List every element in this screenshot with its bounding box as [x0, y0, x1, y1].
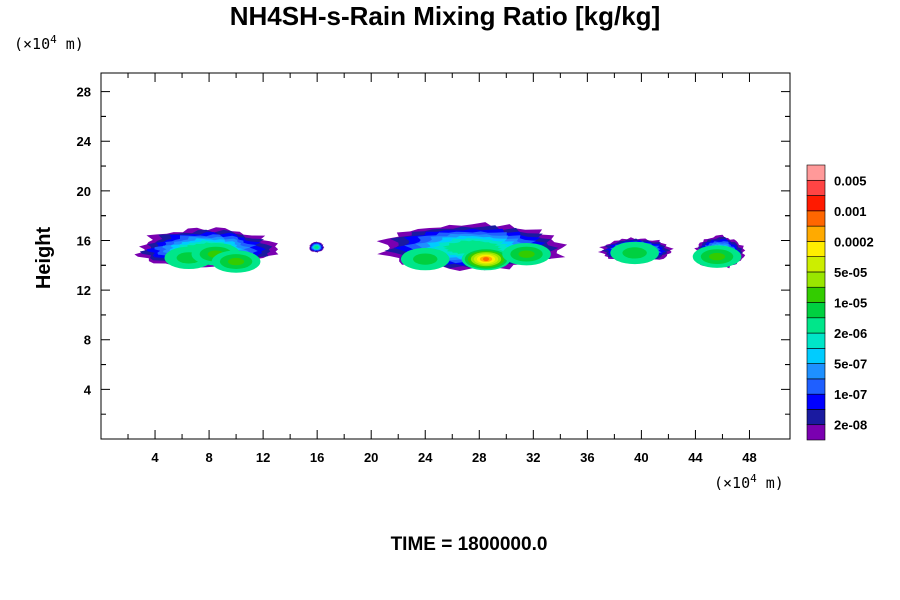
x-unit-exp: 4: [750, 472, 757, 485]
colorbar-swatch: [806, 317, 826, 334]
x-tick-label: 16: [310, 450, 324, 465]
cloud-core: [622, 247, 647, 259]
x-tick-label: 48: [742, 450, 756, 465]
chart-title: NH4SH-s-Rain Mixing Ratio [kg/kg]: [230, 1, 660, 31]
colorbar-swatch: [806, 256, 826, 273]
colorbar-swatch: [806, 286, 826, 303]
colorbar-label: 0.001: [834, 204, 867, 219]
cloud-core: [413, 253, 438, 265]
x-tick-label: 28: [472, 450, 486, 465]
x-tick-label: 36: [580, 450, 594, 465]
colorbar-swatch: [806, 378, 826, 395]
colorbar-swatch: [806, 332, 826, 349]
x-tick-label: 4: [151, 450, 159, 465]
colorbar-swatch: [806, 210, 826, 227]
y-tick-label: 4: [84, 382, 92, 397]
colorbar-label: 1e-07: [834, 387, 867, 402]
y-tick-label: 24: [77, 134, 92, 149]
colorbar-label: 0.0002: [834, 234, 874, 249]
y-unit-prefix: (×10: [14, 35, 50, 53]
x-tick-label: 12: [256, 450, 270, 465]
y-axis-unit: (×104 m): [14, 33, 84, 53]
colorbar-swatch: [806, 164, 826, 181]
y-axis-label: Height: [33, 227, 55, 290]
colorbar-swatch: [806, 302, 826, 319]
colorbar-swatch: [806, 409, 826, 426]
colorbar-swatch: [806, 179, 826, 196]
y-unit-exp: 4: [50, 33, 57, 46]
x-unit-prefix: (×10: [714, 474, 750, 492]
x-tick-label: 8: [205, 450, 212, 465]
colorbar-label: 0.005: [834, 173, 867, 188]
x-tick-label: 44: [688, 450, 703, 465]
colorbar-label: 5e-05: [834, 265, 867, 280]
y-tick-label: 12: [77, 283, 91, 298]
colorbar-label: 2e-06: [834, 326, 867, 341]
colorbar-swatch: [806, 271, 826, 288]
y-tick-label: 8: [84, 333, 91, 348]
cloud-contour: [314, 245, 319, 249]
colorbar-swatch: [806, 348, 826, 364]
colorbar-label: 2e-08: [834, 418, 867, 433]
colorbar-swatch: [806, 393, 826, 410]
y-tick-label: 16: [77, 233, 91, 248]
x-axis-unit: (×104 m): [714, 472, 784, 492]
cloud-core: [518, 250, 535, 258]
y-tick-label: 28: [77, 85, 91, 100]
x-axis: 4 8 12 16 20 24 28 32 36 40 44 48: [127, 73, 757, 465]
colorbar-swatch: [806, 225, 826, 242]
cloud-core: [708, 252, 726, 261]
plot-frame: [100, 72, 791, 440]
time-label: TIME = 1800000.0: [391, 534, 548, 555]
colorbar: 2e-08 1e-07 5e-07 2e-06 1e-05 5e-05 0.0002 0.00…: [806, 164, 874, 441]
colorbar-swatch: [806, 241, 826, 257]
data-field: [134, 222, 746, 273]
colorbar-label: 1e-05: [834, 296, 867, 311]
y-unit-suffix: m): [57, 35, 84, 53]
x-tick-label: 40: [634, 450, 648, 465]
colorbar-swatch: [806, 363, 826, 380]
x-tick-label: 32: [526, 450, 540, 465]
y-axis: 4 8 12 16 20 24 28: [77, 85, 790, 415]
x-unit-suffix: m): [757, 474, 784, 492]
cloud-core: [483, 257, 490, 262]
x-tick-label: 20: [364, 450, 378, 465]
y-tick-label: 20: [77, 184, 91, 199]
colorbar-swatch: [806, 424, 826, 441]
cloud-core: [227, 257, 245, 266]
colorbar-label: 5e-07: [834, 357, 867, 372]
colorbar-swatch: [806, 195, 826, 212]
x-tick-label: 24: [418, 450, 433, 465]
